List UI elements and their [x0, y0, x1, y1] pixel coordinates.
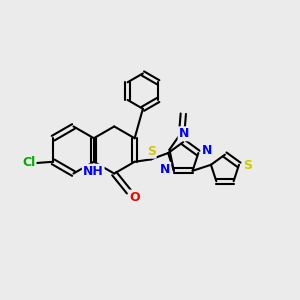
Text: N: N	[160, 163, 170, 176]
Text: O: O	[129, 190, 140, 204]
Text: N: N	[178, 127, 189, 140]
Text: NH: NH	[83, 165, 104, 178]
Text: N: N	[201, 144, 212, 157]
Text: Cl: Cl	[22, 157, 35, 169]
Text: S: S	[147, 145, 156, 158]
Text: S: S	[243, 159, 252, 172]
